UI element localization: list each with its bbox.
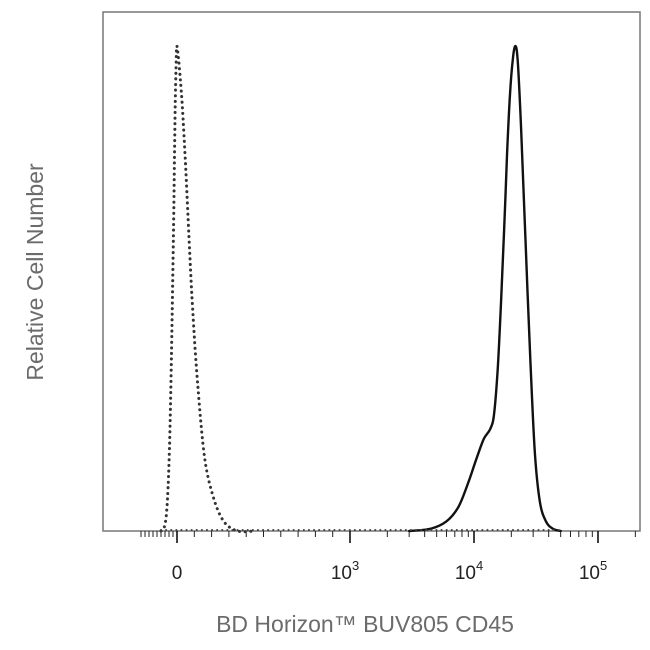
series-line-dotted: [159, 44, 257, 534]
x-axis-tick-labels: 0 103 104 105: [172, 558, 607, 584]
x-axis-major-ticks: [176, 531, 599, 543]
series-line-solid: [408, 44, 562, 533]
x-tick-label: 0: [172, 563, 183, 584]
series-layer: [159, 44, 562, 534]
x-tick-label: 104: [455, 558, 483, 584]
plot-frame: [102, 11, 641, 532]
x-axis-label: BD Horizon™ BUV805 CD45: [216, 611, 514, 637]
x-tick-label: 105: [579, 558, 607, 584]
y-axis-label: Relative Cell Number: [22, 163, 48, 381]
x-tick-label: 103: [331, 558, 359, 584]
